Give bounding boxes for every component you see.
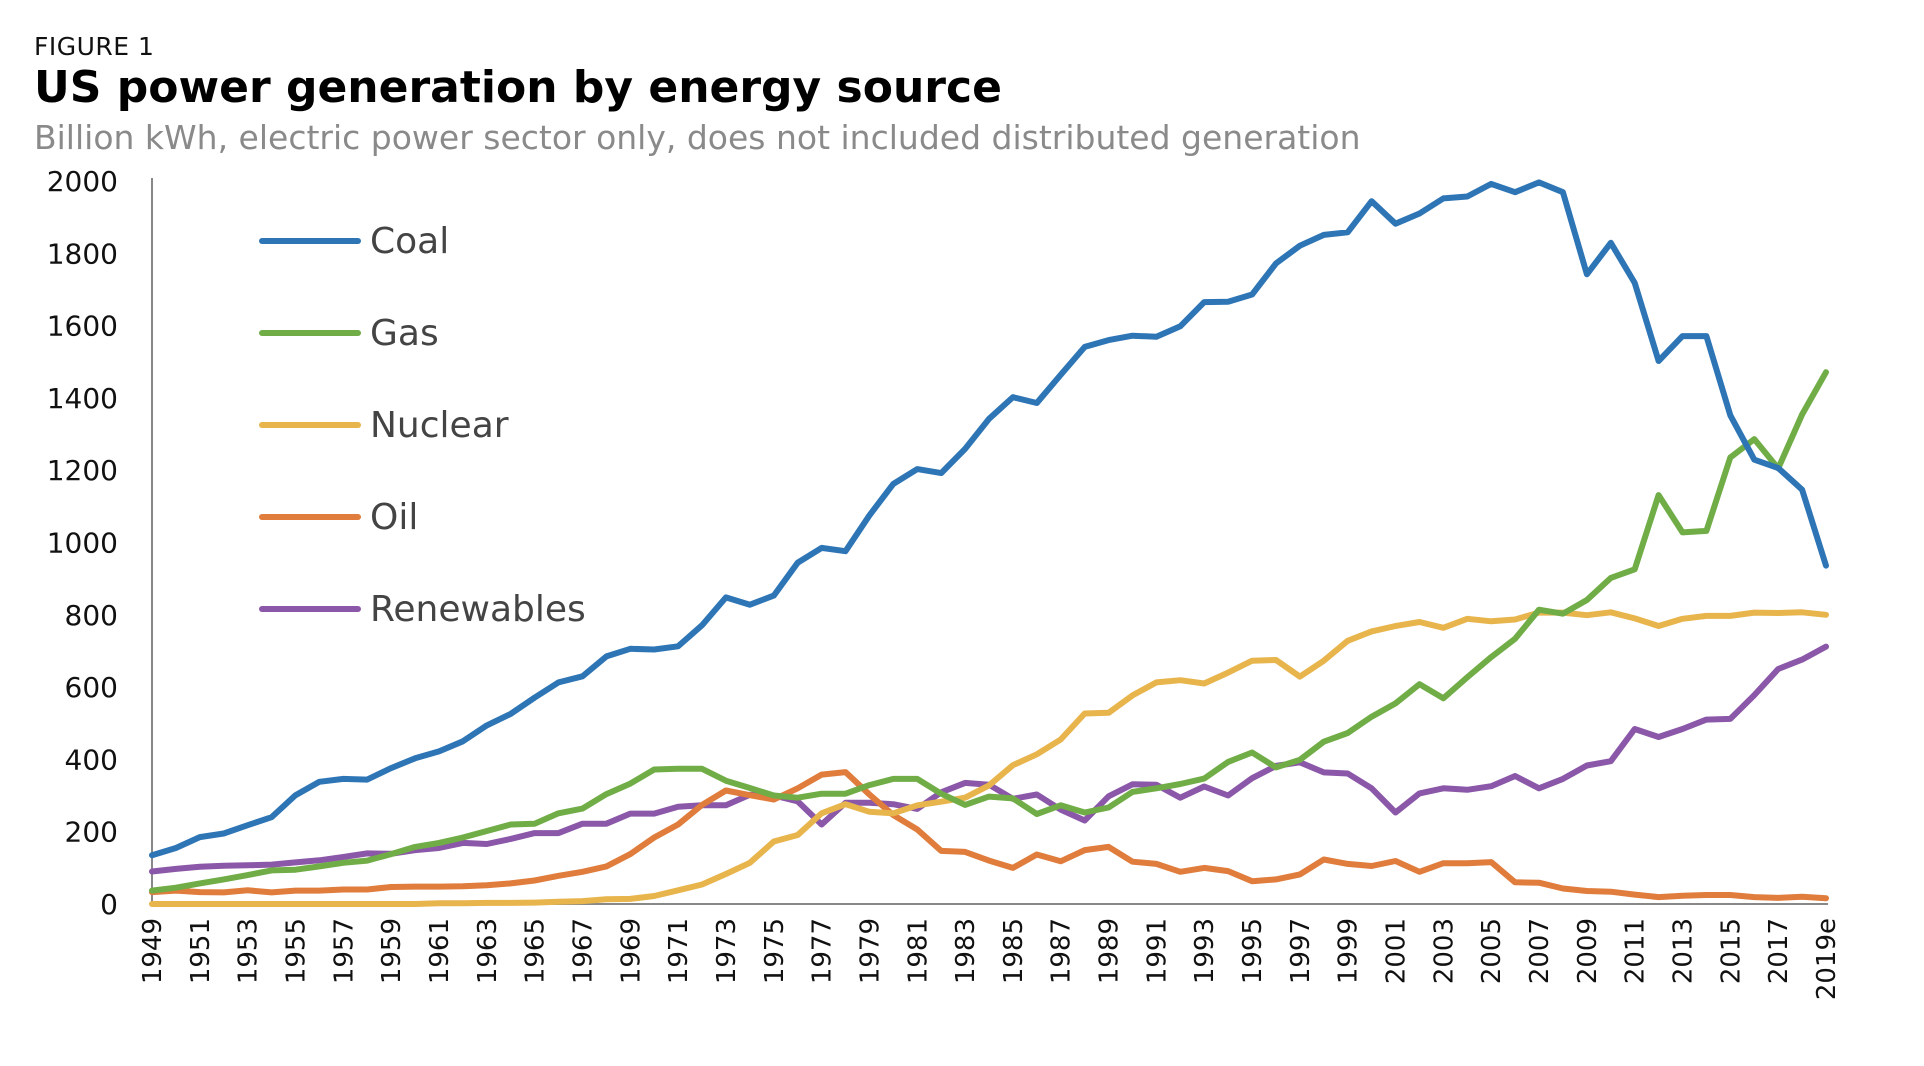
x-tick-label: 2009 bbox=[1573, 918, 1603, 984]
x-tick-label: 1961 bbox=[425, 918, 455, 984]
series-line-coal bbox=[149, 179, 1829, 859]
x-tick-label: 1967 bbox=[568, 918, 598, 984]
x-tick-label: 1953 bbox=[234, 918, 264, 984]
x-tick-label: 2003 bbox=[1429, 918, 1459, 984]
legend-label-coal: Coal bbox=[370, 221, 449, 262]
x-tick-label: 2011 bbox=[1621, 918, 1651, 984]
x-tick-label: 1973 bbox=[712, 918, 742, 984]
x-tick-label: 1991 bbox=[1142, 918, 1172, 984]
x-tick-label: 1997 bbox=[1286, 918, 1316, 984]
x-tick-label: 1977 bbox=[808, 918, 838, 984]
x-tick-label: 1965 bbox=[521, 918, 551, 984]
x-tick-label: 2013 bbox=[1669, 918, 1699, 984]
chart-title: US power generation by energy source bbox=[34, 62, 1002, 113]
figure-label: FIGURE 1 bbox=[34, 32, 155, 61]
x-tick-label: 1981 bbox=[903, 918, 933, 984]
x-tick-label: 1955 bbox=[281, 918, 311, 984]
x-tick-label: 1989 bbox=[1095, 918, 1125, 984]
y-tick-label: 200 bbox=[65, 816, 118, 849]
x-tick-label: 2017 bbox=[1764, 918, 1794, 984]
legend-label-renewables: Renewables bbox=[370, 589, 586, 630]
y-tick-label: 2000 bbox=[47, 165, 118, 198]
x-tick-label: 1983 bbox=[951, 918, 981, 984]
legend: Coal Gas Nuclear Oil Renewables bbox=[259, 221, 586, 630]
x-tick-label: 1949 bbox=[138, 918, 168, 984]
x-tick-label: 2019e bbox=[1812, 918, 1842, 1000]
y-tick-label: 400 bbox=[65, 743, 118, 776]
x-tick-label: 2005 bbox=[1477, 918, 1507, 984]
legend-label-gas: Gas bbox=[370, 313, 439, 354]
series-line-gas bbox=[149, 369, 1829, 894]
y-tick-label: 1200 bbox=[47, 454, 118, 487]
x-tick-label: 2007 bbox=[1525, 918, 1555, 984]
x-tick-label: 1969 bbox=[616, 918, 646, 984]
y-tick-label: 1600 bbox=[47, 310, 118, 343]
x-tick-label: 1951 bbox=[186, 918, 216, 984]
chart-subtitle: Billion kWh, electric power sector only,… bbox=[34, 118, 1361, 157]
series-line-renewables bbox=[149, 643, 1829, 875]
x-tick-label: 1959 bbox=[377, 918, 407, 984]
y-tick-label: 0 bbox=[100, 888, 118, 921]
x-tick-label: 1979 bbox=[855, 918, 885, 984]
x-tick-label: 1971 bbox=[664, 918, 694, 984]
y-tick-label: 1400 bbox=[47, 382, 118, 415]
x-tick-label: 1957 bbox=[329, 918, 359, 984]
legend-label-oil: Oil bbox=[370, 497, 418, 538]
x-tick-label: 1963 bbox=[473, 918, 503, 984]
x-tick-label: 1999 bbox=[1334, 918, 1364, 984]
x-tick-label: 2001 bbox=[1382, 918, 1412, 984]
y-tick-label: 1000 bbox=[47, 527, 118, 560]
series-line-oil bbox=[149, 769, 1829, 902]
y-tick-label: 1800 bbox=[47, 237, 118, 270]
series-lines bbox=[149, 179, 1829, 907]
x-tick-label: 1993 bbox=[1190, 918, 1220, 984]
y-axis-ticks: 0 200 400 600 800 1000 1200 1400 1600 1800 2000 bbox=[47, 165, 118, 921]
y-tick-label: 600 bbox=[65, 671, 118, 704]
y-tick-label: 800 bbox=[65, 599, 118, 632]
x-tick-label: 1987 bbox=[1047, 918, 1077, 984]
x-tick-label: 1975 bbox=[760, 918, 790, 984]
x-tick-label: 2015 bbox=[1716, 918, 1746, 984]
x-tick-label: 1995 bbox=[1238, 918, 1268, 984]
x-axis-ticks: 1949 1951 1953 1955 1957 1959 1961 1963 1965 1967… bbox=[138, 918, 1842, 1000]
legend-label-nuclear: Nuclear bbox=[370, 405, 509, 446]
x-tick-label: 1985 bbox=[999, 918, 1029, 984]
